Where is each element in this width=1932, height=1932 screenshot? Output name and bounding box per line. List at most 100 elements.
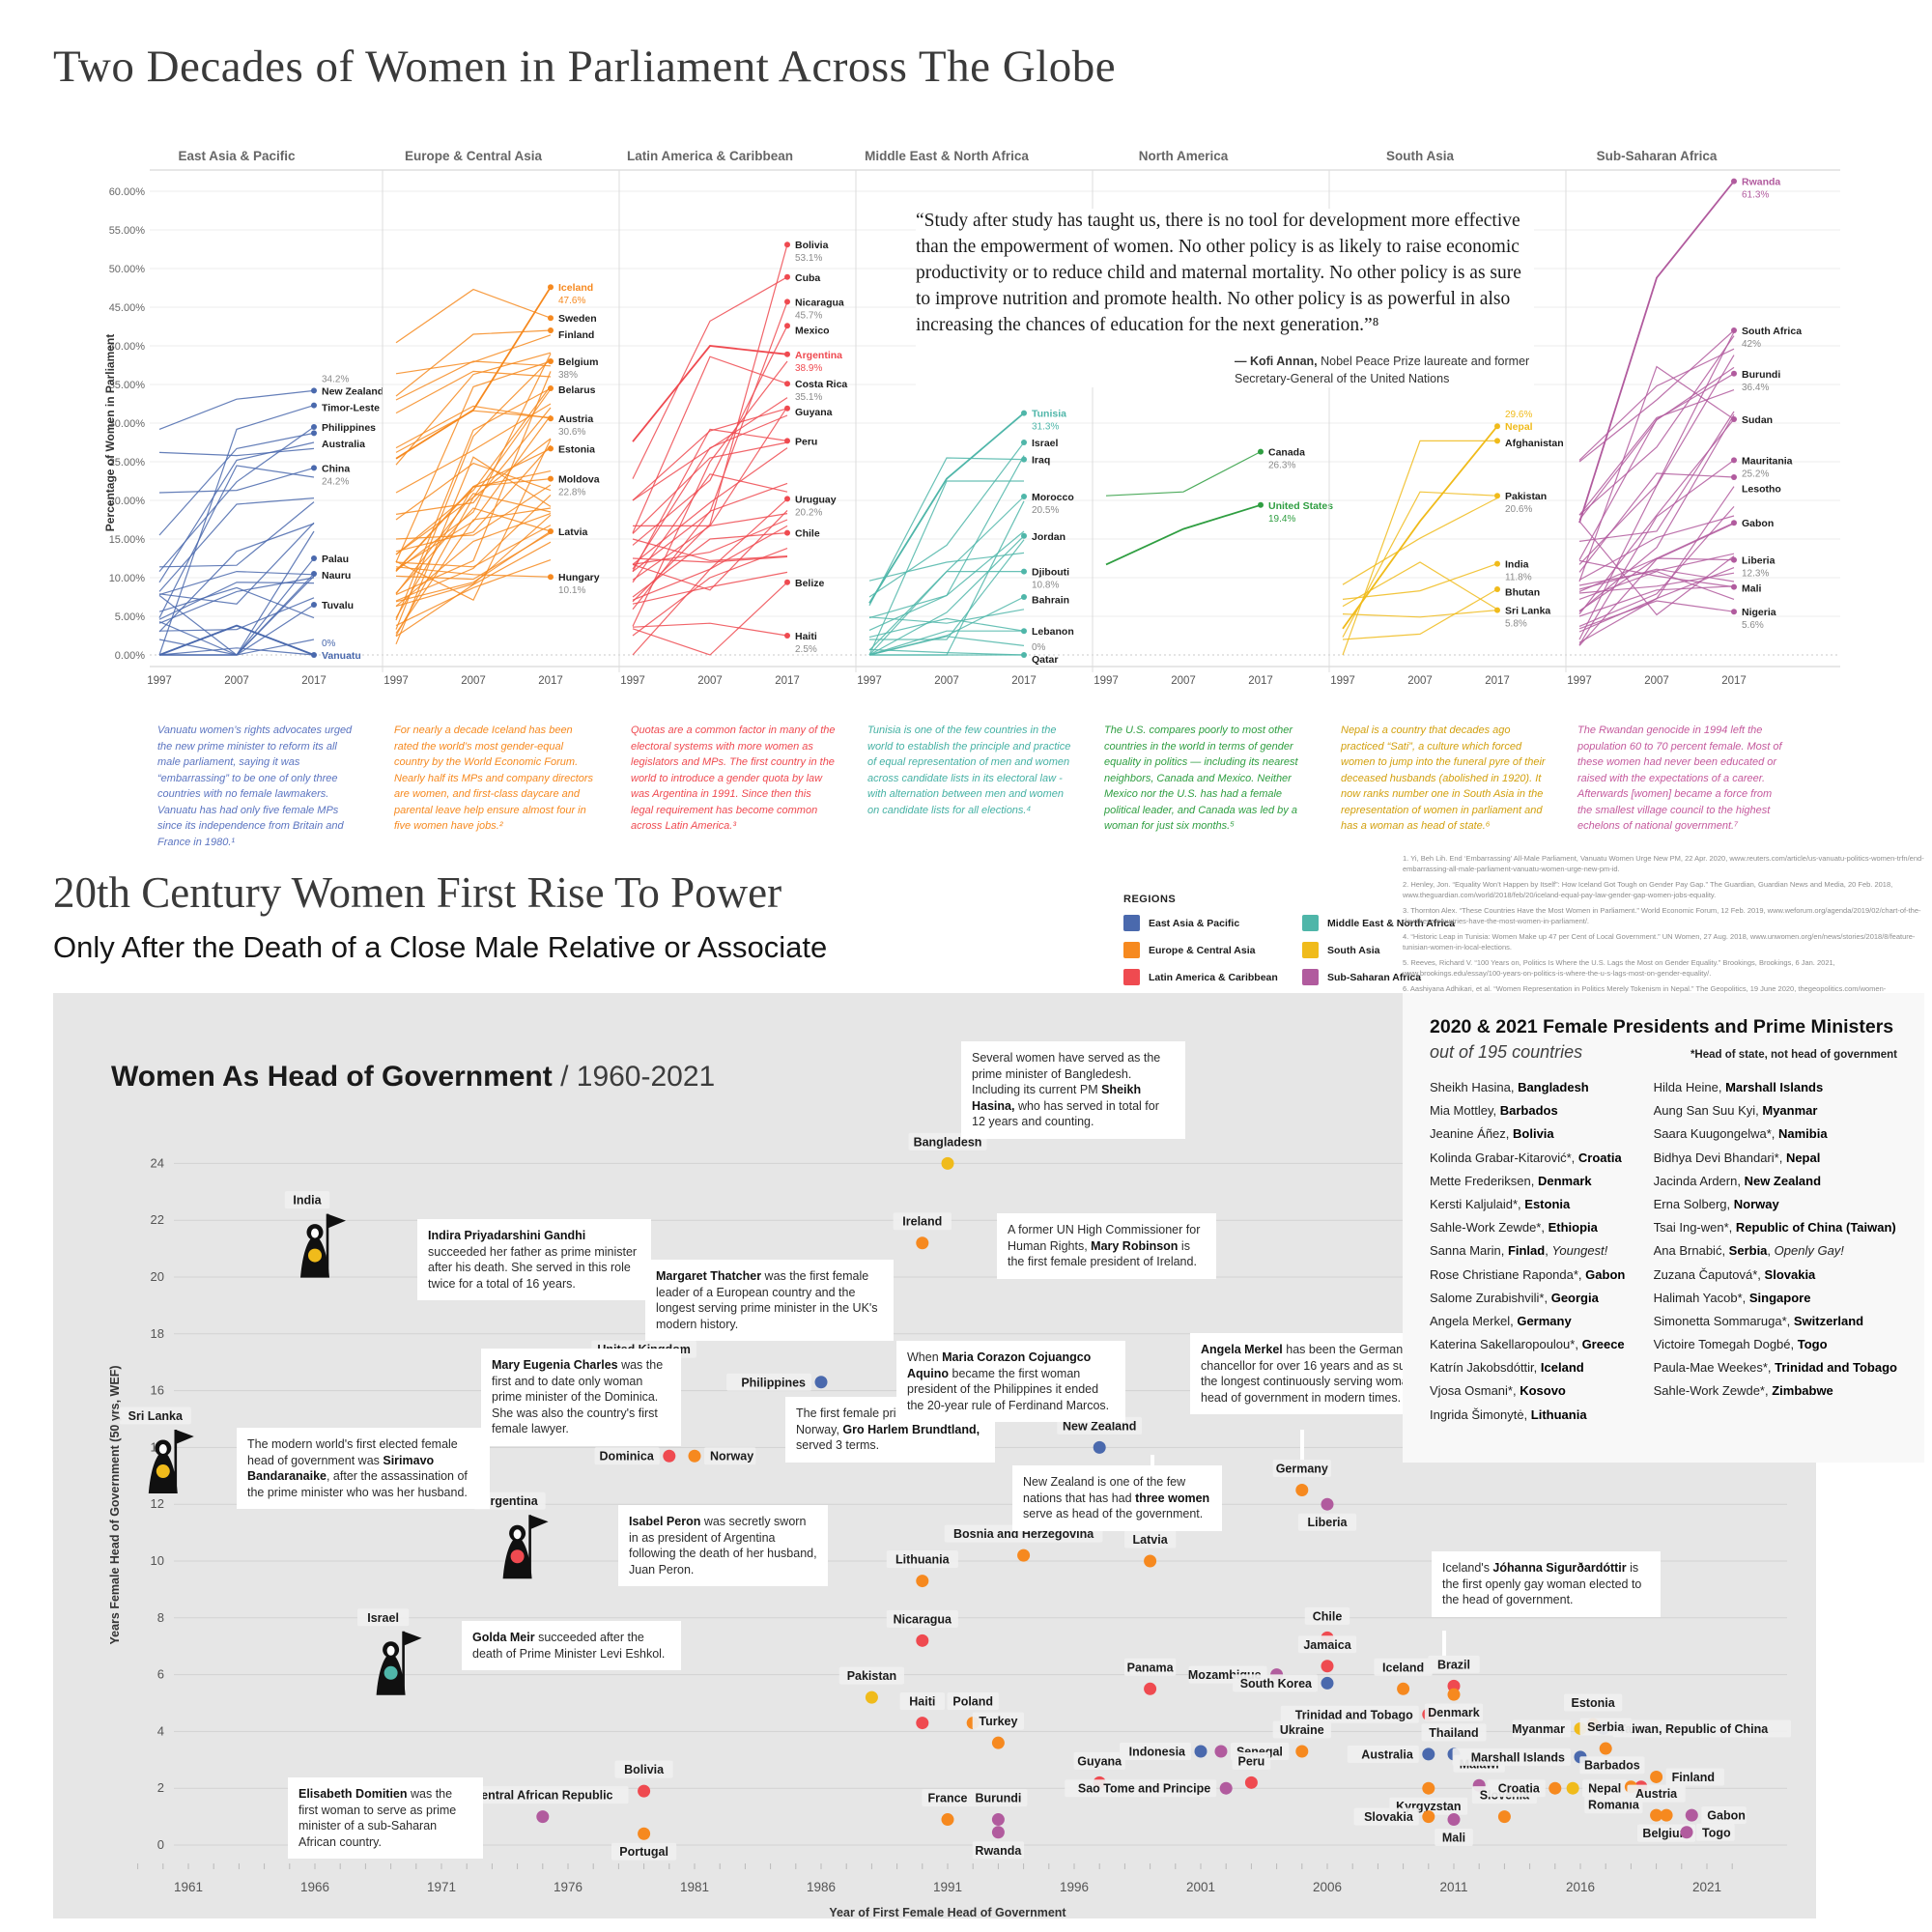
svg-text: Togo xyxy=(1702,1826,1731,1839)
series-endpoint-dot xyxy=(1021,568,1027,575)
svg-text: Philippines xyxy=(741,1376,806,1389)
svg-text: Barbados xyxy=(1584,1759,1640,1773)
parliament-small-multiples-chart: 0.00% 5.00% 10.00% 15.00% 20.00% 25.00% 30.00%… xyxy=(103,149,1840,687)
series-endpoint-dot xyxy=(1494,438,1500,444)
scatter-dot-sao-tome-and-principe xyxy=(1219,1781,1233,1795)
svg-text: Tuvalu xyxy=(322,600,354,611)
leader-entry: Sahle-Work Zewde*, Ethiopia xyxy=(1430,1220,1598,1236)
footnote-6: Nepal is a country that decades ago prac… xyxy=(1341,724,1546,832)
line-series-india xyxy=(1342,563,1498,600)
svg-text: Canada xyxy=(1268,447,1305,459)
line-series-bhutan xyxy=(1342,588,1498,640)
svg-text: 20.5% xyxy=(1032,505,1059,516)
country-label-chip xyxy=(356,1608,410,1627)
series-endpoint-dot xyxy=(784,529,790,536)
svg-text: Trinidad and Tobago xyxy=(1295,1708,1413,1721)
svg-text: 10.1% xyxy=(558,585,585,596)
reference-4: 4. “Historic Leap in Tunisia: Women Make… xyxy=(1403,932,1916,952)
scatter-dot xyxy=(156,1464,170,1479)
series-endpoint-dot xyxy=(784,381,790,387)
legend-label: Europe & Central Asia xyxy=(1149,944,1256,956)
line-series-kazakhstan xyxy=(395,444,552,553)
svg-text: Ukraine xyxy=(1280,1723,1324,1737)
series-endpoint-dot xyxy=(548,327,554,333)
svg-text: 30.00% xyxy=(109,418,146,430)
svg-text: Mexico xyxy=(795,325,830,336)
series-endpoint-dot xyxy=(1494,423,1500,430)
leader-entry: Katerina Sakellaropoulou*, Greece xyxy=(1430,1337,1625,1352)
svg-text: Year of First Female Head of Government xyxy=(829,1906,1066,1918)
country-label-chip xyxy=(119,1406,191,1425)
svg-text: Percentage of Women in Parliament xyxy=(103,334,117,532)
country-label-chip xyxy=(1512,1719,1571,1738)
svg-text: South Korea xyxy=(1240,1677,1313,1690)
svg-text: 25.00% xyxy=(109,457,146,469)
line-series-costa-rica xyxy=(632,355,788,533)
country-label-chip xyxy=(969,1789,1028,1807)
svg-text: Latin America & Caribbean xyxy=(627,149,793,163)
svg-text: Nigeria xyxy=(1742,607,1776,618)
svg-text: Nicaragua xyxy=(894,1612,952,1626)
leader-entry: Rose Christiane Raponda*, Gabon xyxy=(1430,1266,1626,1282)
series-endpoint-dot xyxy=(1731,609,1737,615)
scatter-dot xyxy=(384,1665,398,1680)
svg-text: 1976 xyxy=(554,1880,582,1894)
svg-text: 35.1% xyxy=(795,392,822,403)
line-series-armenia xyxy=(395,514,552,608)
svg-text: Indonesia xyxy=(1129,1745,1186,1758)
scatter-dot-burundi xyxy=(991,1813,1005,1827)
series-endpoint-dot xyxy=(784,298,790,305)
leader-entry: Sanna Marin, Finlad, Youngest! xyxy=(1430,1243,1608,1259)
svg-text: 2016 xyxy=(1566,1880,1595,1894)
legend-item: South Asia xyxy=(1302,942,1505,958)
line-series-bangladesh xyxy=(1342,497,1498,585)
series-endpoint-dot xyxy=(1021,532,1027,539)
svg-text: 35.00% xyxy=(109,380,146,391)
series-endpoint-dot xyxy=(1731,370,1737,377)
svg-text: Cuba xyxy=(795,272,820,284)
svg-text: 25.2% xyxy=(1742,469,1769,479)
scatter-dot-jamaica xyxy=(1321,1660,1334,1673)
svg-text: Israel xyxy=(1032,438,1059,449)
series-endpoint-dot xyxy=(311,424,317,430)
svg-text: Bolivia xyxy=(624,1763,665,1776)
svg-text: 18 xyxy=(151,1326,164,1341)
footnote-2: For nearly a decade Iceland has been rat… xyxy=(394,724,594,832)
line-series-papua-new-guinea xyxy=(158,647,315,656)
country-label-chip xyxy=(614,1760,673,1778)
country-label-chip xyxy=(1297,1635,1357,1654)
svg-text: Chile xyxy=(795,528,820,540)
line-series-ukraine xyxy=(395,559,552,627)
legend-swatch xyxy=(1302,915,1319,931)
line-series-bahamas xyxy=(632,538,788,562)
svg-text: 40.00% xyxy=(109,341,146,353)
svg-text: Morocco xyxy=(1032,492,1074,503)
line-series-nigeria xyxy=(1578,600,1735,630)
annotation-bangladesh: Several women have served as the prime m… xyxy=(961,1041,1185,1139)
svg-text: 0.00% xyxy=(115,650,145,662)
svg-text: France xyxy=(928,1792,968,1805)
svg-text: Rwanda xyxy=(975,1844,1022,1858)
series-endpoint-dot xyxy=(1021,410,1027,416)
series-endpoint-dot xyxy=(311,387,317,394)
line-series-united-states xyxy=(1105,503,1262,566)
svg-text: 20 xyxy=(151,1269,164,1284)
legend-item: Europe & Central Asia xyxy=(1123,942,1302,958)
line-series-mozambique xyxy=(1578,348,1735,461)
reference-5: 5. Reeves, Richard V. “100 Years on, Pol… xyxy=(1403,958,1835,978)
svg-text: Gabon xyxy=(1742,518,1774,529)
scatter-dot-iceland xyxy=(1397,1682,1410,1695)
line-series-tanzania xyxy=(1578,366,1735,521)
leader-entry: Bidhya Devi Bhandari*, Nepal xyxy=(1653,1150,1821,1165)
svg-text: Israel xyxy=(367,1611,399,1625)
line-series-mauritania xyxy=(1578,459,1735,645)
legend-item: Latin America & Caribbean xyxy=(1123,969,1302,985)
leader-entry: Sahle-Work Zewde*, Zimbabwe xyxy=(1653,1383,1833,1399)
scatter-dot xyxy=(510,1549,525,1564)
svg-text: Mali xyxy=(1742,583,1762,595)
series-endpoint-dot xyxy=(1731,178,1737,185)
scatter-dot-pakistan xyxy=(865,1690,878,1704)
line-series-united-kingdom xyxy=(395,407,552,515)
country-label-chip xyxy=(1665,1768,1724,1786)
leader-entry: Hilda Heine, Marshall Islands xyxy=(1653,1080,1824,1094)
